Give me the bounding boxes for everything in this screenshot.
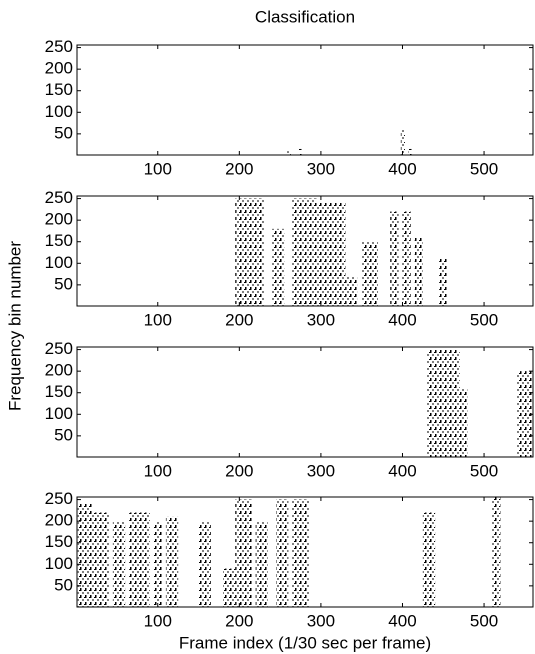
activity-burst [292,198,317,306]
activity-burst [298,148,303,155]
activity-burst [276,499,289,607]
plot-frame [76,346,534,458]
y-tick-label: 200 [45,361,73,380]
plot-frame [76,195,534,307]
activity-burst [408,148,413,155]
activity-burst [400,129,405,155]
x-tick-label: 300 [307,310,335,329]
x-tick-label: 300 [307,611,335,630]
y-tick-label: 150 [45,532,73,551]
y-tick-label: 250 [45,489,73,508]
y-tick-label: 200 [45,210,73,229]
x-tick-label: 200 [225,310,253,329]
activity-burst [286,151,291,155]
x-tick-label: 500 [470,611,498,630]
plot-frame [76,44,534,156]
x-tick-label: 400 [388,310,416,329]
activity-burst [198,521,211,607]
x-tick-label: 100 [144,611,172,630]
x-tick-label: 400 [388,461,416,480]
x-tick-label: 500 [470,461,498,480]
activity-burst [439,258,448,306]
activity-burst [516,371,533,457]
x-tick-label: 400 [388,159,416,178]
x-tick-label: 100 [144,159,172,178]
y-tick-label: 50 [54,425,73,444]
x-axis-label: Frame index (1/30 sec per frame) [179,633,431,652]
x-tick-label: 200 [225,461,253,480]
x-tick-label: 200 [225,611,253,630]
activity-burst [255,521,268,607]
y-tick-label: 250 [45,37,73,56]
activity-burst [422,512,436,607]
y-tick-label: 50 [54,274,73,293]
activity-burst [165,516,179,607]
activity-burst [129,512,150,607]
y-tick-label: 50 [54,575,73,594]
x-tick-label: 200 [225,159,253,178]
x-tick-label: 300 [307,159,335,178]
activity-burst [390,211,399,306]
activity-burst [402,211,411,306]
activity-burst [77,503,93,607]
activity-burst [223,568,236,607]
y-tick-label: 100 [45,404,73,423]
activity-burst [92,512,109,607]
y-tick-label: 50 [54,123,73,142]
activity-burst [112,521,126,607]
activity-burst [235,198,264,306]
y-tick-label: 100 [45,102,73,121]
y-tick-label: 250 [45,188,73,207]
activity-burst [361,241,379,306]
y-tick-label: 200 [45,59,73,78]
activity-burst [459,388,468,457]
activity-burst [153,521,162,607]
activity-burst [414,237,423,306]
activity-burst [292,499,309,607]
y-tick-label: 100 [45,554,73,573]
y-tick-label: 100 [45,253,73,272]
y-axis-label: Frequency bin number [5,241,24,411]
y-tick-label: 250 [45,339,73,358]
chart-title: Classification [255,7,355,26]
activity-burst [271,228,285,306]
activity-burst [492,497,501,607]
x-tick-label: 100 [144,310,172,329]
activity-burst [345,276,358,306]
plot-frame [76,496,534,608]
y-tick-label: 150 [45,231,73,250]
x-tick-label: 100 [144,461,172,480]
y-tick-label: 150 [45,382,73,401]
activity-burst [316,202,346,306]
x-tick-label: 400 [388,611,416,630]
y-tick-label: 200 [45,511,73,530]
x-tick-label: 500 [470,159,498,178]
activity-burst [235,499,252,607]
x-tick-label: 500 [470,310,498,329]
y-tick-label: 150 [45,80,73,99]
activity-burst [426,349,460,457]
x-tick-label: 300 [307,461,335,480]
